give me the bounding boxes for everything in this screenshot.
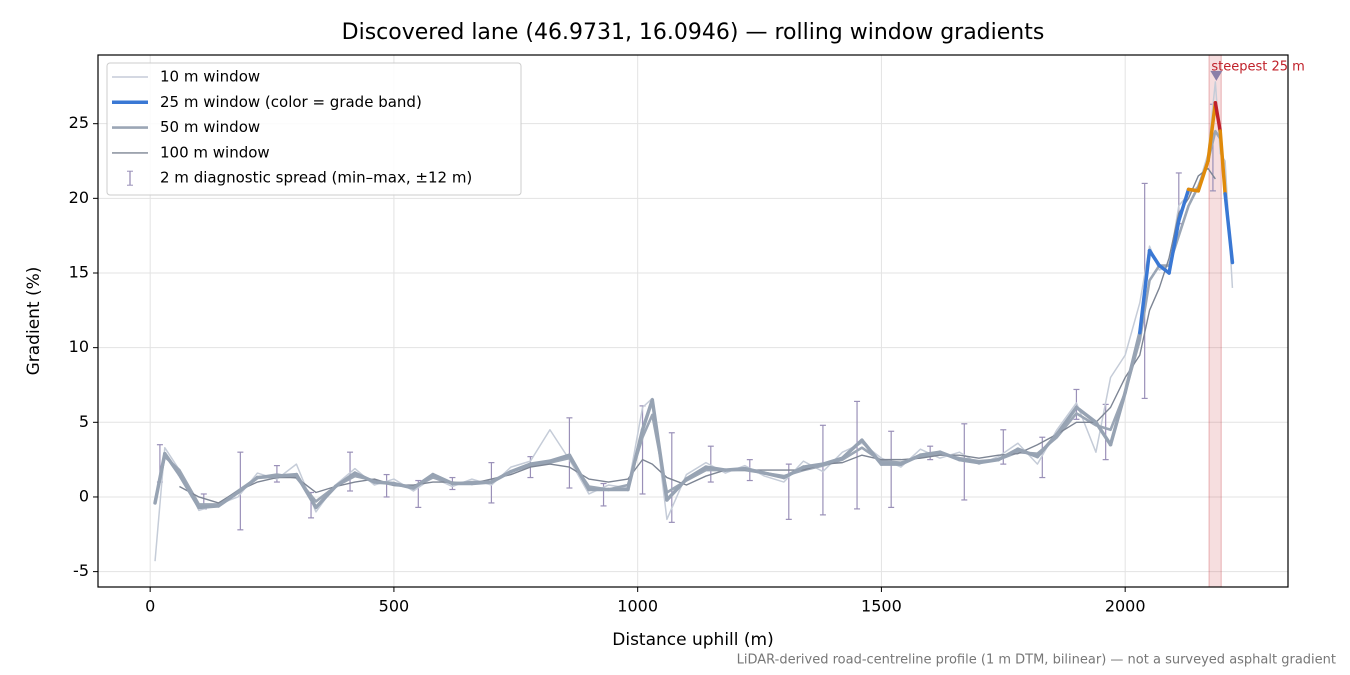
- line-segment: [626, 428, 645, 492]
- line-segment: [996, 447, 1020, 462]
- x-tick-label: 1000: [617, 597, 658, 616]
- line-segment: [1055, 405, 1079, 437]
- line-segment: [1157, 263, 1171, 275]
- legend-label: 25 m window (color = grade band): [160, 93, 422, 111]
- line: [179, 167, 1216, 504]
- line-segment: [353, 471, 377, 484]
- y-tick-label: 20: [69, 188, 89, 207]
- line-segment: [684, 465, 708, 481]
- line-segment: [431, 472, 455, 486]
- x-tick-label: 0: [145, 597, 155, 616]
- line-segment: [704, 465, 728, 472]
- legend: 10 m window 25 m window (color = grade ba…: [106, 62, 522, 196]
- line-segment: [509, 462, 533, 474]
- line-segment: [197, 504, 221, 510]
- chart-title: Discovered lane (46.9731, 16.0946) — rol…: [342, 20, 1045, 45]
- y-tick-label: 10: [69, 337, 89, 356]
- line-segment: [1213, 101, 1222, 133]
- line-segment: [1138, 248, 1152, 335]
- x-tick-label: 500: [379, 597, 410, 616]
- y-tick-label: -5: [73, 561, 89, 580]
- footnote: LiDAR-derived road-centreline profile (1…: [737, 653, 1336, 668]
- line-segment: [1147, 248, 1162, 268]
- y-tick-label: 0: [79, 486, 89, 505]
- line-segment: [743, 466, 767, 475]
- line: [154, 81, 1234, 562]
- legend-label: 50 m window: [160, 118, 260, 136]
- legend-box: [106, 62, 522, 196]
- line-segment: [801, 462, 825, 469]
- line-segment: [411, 472, 435, 490]
- line-segment: [665, 477, 689, 502]
- line-segment: [918, 450, 942, 457]
- legend-label: 100 m window: [160, 143, 270, 161]
- line-segment: [1123, 330, 1142, 395]
- annotation-text: steepest 25 m: [1211, 59, 1304, 74]
- line-segment: [1094, 420, 1113, 447]
- line-segment: [821, 456, 845, 466]
- line-segment: [528, 459, 552, 466]
- line-segment: [1016, 447, 1040, 459]
- line-segment: [333, 471, 357, 489]
- line-segment: [372, 480, 396, 486]
- line-segment: [153, 451, 167, 505]
- line-segment: [782, 465, 806, 480]
- line-segment: [236, 475, 260, 495]
- line-segment: [177, 472, 201, 510]
- line-segment: [1108, 390, 1127, 447]
- y-tick-label: 5: [79, 412, 89, 431]
- y-tick-label: 25: [69, 113, 89, 132]
- x-tick-label: 2000: [1105, 597, 1146, 616]
- line-segment: [392, 481, 416, 490]
- line-segment: [216, 490, 240, 508]
- plot-frame: [97, 54, 1289, 588]
- line-segment: [548, 453, 572, 463]
- y-axis-label: Gradient (%): [24, 267, 44, 376]
- line-segment: [977, 457, 1001, 465]
- line-segment: [314, 484, 338, 510]
- line-segment: [1167, 218, 1181, 275]
- line-segment: [640, 398, 655, 432]
- line-segment: [723, 466, 747, 472]
- line-segment: [938, 450, 962, 462]
- line-segment: [1206, 101, 1218, 163]
- line-segment: [255, 474, 279, 480]
- line-segment: [1177, 187, 1191, 223]
- line-segment: [762, 471, 786, 480]
- line-segment: [1196, 159, 1210, 193]
- line-segment: [1223, 192, 1235, 265]
- line-segment: [860, 438, 884, 466]
- x-tick-label: 1500: [861, 597, 902, 616]
- legend-label: 10 m window: [160, 68, 260, 86]
- line-segment: [489, 469, 513, 484]
- line-segment: [163, 451, 182, 477]
- y-tick-label: 15: [69, 262, 89, 281]
- legend-label: 2 m diagnostic spread (min–max, ±12 m): [160, 169, 472, 187]
- line-segment: [294, 472, 318, 510]
- line-segment: [470, 480, 494, 486]
- line-segment: [275, 472, 299, 478]
- line-segment: [1035, 432, 1059, 459]
- line-segment: [957, 457, 981, 465]
- line-segment: [567, 453, 591, 492]
- x-axis-label: Distance uphill (m): [612, 630, 773, 650]
- line-segment: [899, 453, 923, 466]
- line-segment: [1218, 129, 1227, 196]
- line-segment: [1074, 405, 1098, 425]
- annotation-marker: [1210, 70, 1223, 81]
- line-segment: [650, 398, 669, 502]
- line-segment: [840, 438, 864, 460]
